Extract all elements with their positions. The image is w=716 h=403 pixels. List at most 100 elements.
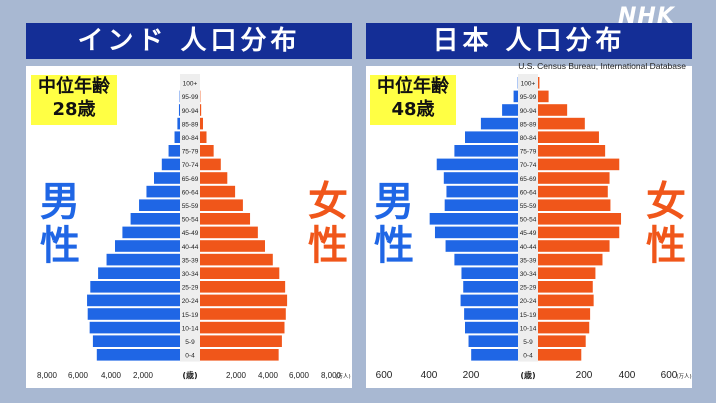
- japan-age-unit: (歳): [520, 370, 535, 380]
- india-age-label-100+: 100+: [183, 81, 198, 88]
- japan-male-bar-80-84: [465, 131, 518, 143]
- india-female-bar-60-64: [200, 185, 236, 198]
- india-xtick-right-0: 2,000: [226, 371, 247, 380]
- india-xtick-right-3: 8,000: [321, 371, 342, 380]
- japan-female-bar-100+: [538, 77, 540, 89]
- india-male-bar-45-49: [122, 226, 180, 239]
- india-female-bar-65-69: [200, 172, 228, 184]
- india-age-label-5-9: 5-9: [185, 339, 195, 346]
- india-female-bar-15-19: [200, 308, 286, 320]
- japan-male-bar-75-79: [454, 145, 518, 157]
- japan-female-bar-20-24: [538, 294, 594, 307]
- india-male-bar-75-79: [168, 145, 180, 157]
- japan-female-bar-45-49: [538, 226, 620, 239]
- india-female-bar-70-74: [200, 158, 221, 171]
- india-female-bar-85-89: [200, 117, 203, 130]
- japan-female-char-1: 女: [646, 179, 686, 225]
- japan-age-label-20-24: 20-24: [520, 298, 537, 305]
- india-male-bar-0-4: [96, 349, 180, 361]
- japan-age-label-100+: 100+: [521, 81, 536, 88]
- india-male-bar-70-74: [161, 158, 180, 171]
- india-age-label-30-34: 30-34: [182, 271, 199, 278]
- india-age-label-90-94: 90-94: [182, 108, 199, 115]
- japan-female-bar-50-54: [538, 213, 622, 225]
- japan-male-bar-40-44: [445, 240, 518, 252]
- japan-female-bar-10-14: [538, 321, 590, 334]
- japan-age-label-75-79: 75-79: [520, 149, 537, 156]
- india-female-bar-75-79: [200, 145, 214, 157]
- japan-xtick-left-1: 400: [421, 370, 438, 381]
- india-median-value: 28歳: [52, 99, 96, 120]
- japan-female-char-2: 性: [646, 223, 686, 269]
- japan-male-bar-35-39: [454, 253, 518, 266]
- japan-male-bar-85-89: [480, 117, 518, 130]
- india-xtick-right-1: 4,000: [258, 371, 279, 380]
- india-female-bar-20-24: [200, 294, 288, 307]
- japan-age-label-50-54: 50-54: [520, 217, 537, 224]
- india-female-char-1: 女: [308, 179, 348, 225]
- india-age-label-20-24: 20-24: [182, 298, 199, 305]
- india-female-bar-35-39: [200, 253, 273, 266]
- japan-male-char-1: 男: [374, 179, 414, 225]
- india-age-label-95-99: 95-99: [182, 94, 199, 101]
- india-age-label-10-14: 10-14: [182, 325, 199, 332]
- india-female-bar-25-29: [200, 281, 286, 293]
- japan-age-label-95-99: 95-99: [520, 94, 537, 101]
- japan-age-label-90-94: 90-94: [520, 108, 537, 115]
- japan-female-bar-40-44: [538, 240, 610, 252]
- japan-male-char-2: 性: [374, 223, 414, 269]
- japan-female-bar-75-79: [538, 145, 606, 157]
- japan-female-bar-5-9: [538, 335, 586, 347]
- india-age-label-25-29: 25-29: [182, 285, 199, 292]
- japan-age-label-10-14: 10-14: [520, 325, 537, 332]
- japan-age-label-85-89: 85-89: [520, 121, 537, 128]
- india-median-label: 中位年齢: [38, 76, 110, 97]
- india-male-bar-5-9: [92, 335, 180, 347]
- india-male-bar-65-69: [154, 172, 180, 184]
- japan-female-bar-30-34: [538, 267, 596, 279]
- india-age-label-70-74: 70-74: [182, 162, 199, 169]
- japan-age-label-35-39: 35-39: [520, 257, 537, 264]
- india-age-column: [180, 74, 200, 362]
- india-x-unit: (万人): [335, 373, 350, 380]
- india-male-bar-85-89: [177, 117, 180, 130]
- japan-age-label-25-29: 25-29: [520, 285, 537, 292]
- japan-male-label: 男 性: [372, 180, 416, 268]
- japan-median-label: 中位年齢: [377, 76, 449, 97]
- india-male-bar-50-54: [130, 213, 180, 225]
- india-median-age-box: 中位年齢 28歳: [31, 75, 117, 125]
- japan-age-label-15-19: 15-19: [520, 312, 537, 319]
- japan-female-bar-80-84: [538, 131, 599, 143]
- japan-female-bar-35-39: [538, 253, 603, 266]
- japan-age-label-0-4: 0-4: [523, 353, 533, 360]
- japan-male-bar-15-19: [464, 308, 518, 320]
- india-female-label: 女 性: [306, 180, 350, 268]
- japan-female-label: 女 性: [644, 180, 688, 268]
- japan-female-bar-70-74: [538, 158, 620, 171]
- japan-age-label-65-69: 65-69: [520, 176, 537, 183]
- japan-male-bar-70-74: [436, 158, 518, 171]
- india-age-label-50-54: 50-54: [182, 217, 199, 224]
- japan-female-bar-90-94: [538, 104, 568, 116]
- india-female-bar-55-59: [200, 199, 243, 211]
- india-female-bar-45-49: [200, 226, 258, 239]
- india-male-bar-15-19: [87, 308, 180, 320]
- india-age-label-60-64: 60-64: [182, 189, 199, 196]
- india-male-bar-30-34: [98, 267, 180, 279]
- japan-age-label-30-34: 30-34: [520, 271, 537, 278]
- japan-male-bar-45-49: [434, 226, 518, 239]
- india-age-label-0-4: 0-4: [185, 353, 195, 360]
- india-xtick-left-2: 4,000: [101, 371, 122, 380]
- india-age-label-85-89: 85-89: [182, 121, 199, 128]
- japan-xtick-right-2: 600: [661, 370, 678, 381]
- japan-male-bar-25-29: [463, 281, 518, 293]
- india-female-bar-80-84: [200, 131, 207, 143]
- japan-median-value: 48歳: [391, 99, 435, 120]
- india-age-label-80-84: 80-84: [182, 135, 199, 142]
- japan-age-label-60-64: 60-64: [520, 189, 537, 196]
- japan-female-bar-55-59: [538, 199, 611, 211]
- india-male-bar-35-39: [106, 253, 180, 266]
- india-age-label-75-79: 75-79: [182, 149, 199, 156]
- india-age-label-65-69: 65-69: [182, 176, 199, 183]
